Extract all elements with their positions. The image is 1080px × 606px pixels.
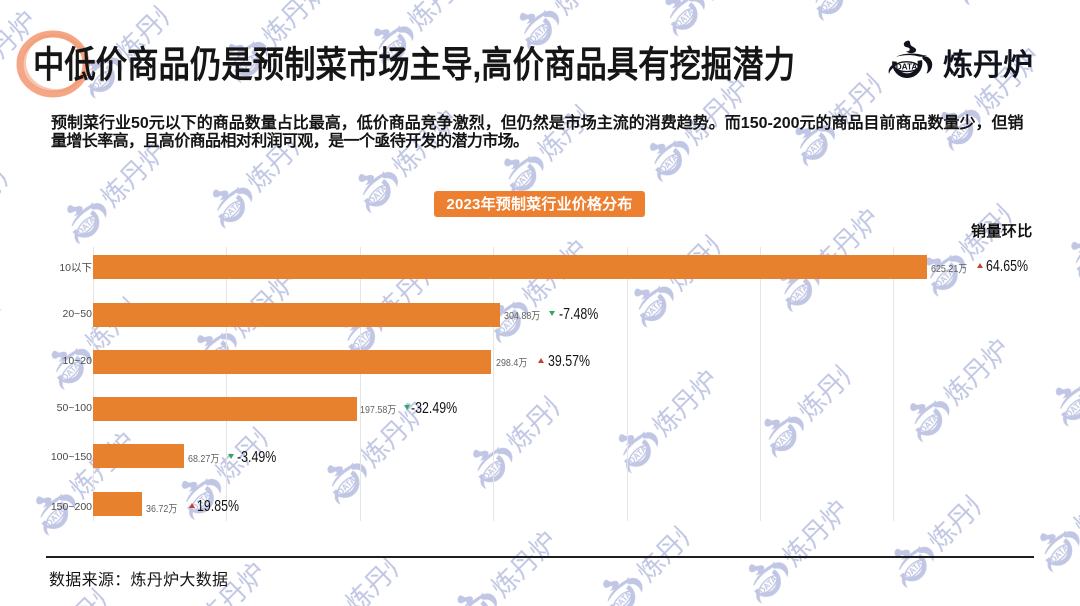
svg-text:DATA: DATA <box>896 63 918 72</box>
